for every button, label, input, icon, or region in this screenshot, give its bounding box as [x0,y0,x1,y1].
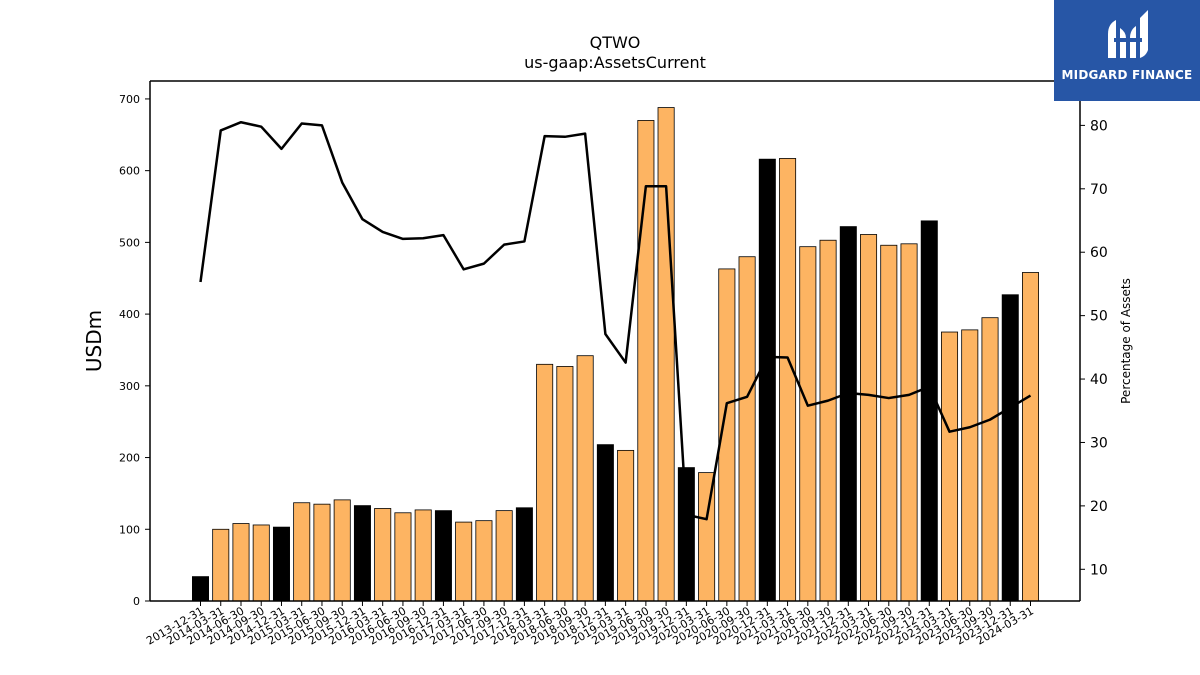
bar [1001,294,1019,602]
bar [232,523,250,602]
y2-tick-label: 20 [1090,499,1108,515]
bar [779,158,797,602]
plot-area: 0100200300400500600700102030405060708020… [119,80,1108,648]
bar [961,329,979,602]
bar [981,317,999,602]
bar [677,467,695,602]
bar [313,503,331,602]
bar [556,366,574,602]
y-tick-label: 500 [119,236,140,249]
bar [819,239,837,602]
y-tick-label: 400 [119,308,140,321]
bar [293,502,311,602]
bar [495,510,513,602]
bar [1022,272,1040,602]
bar [353,505,371,602]
bar [333,499,351,602]
bar [657,107,675,602]
bar [434,510,452,602]
y-tick-label: 300 [119,380,140,393]
y-tick-label: 0 [133,595,140,608]
bar [758,158,776,602]
bar [455,521,473,602]
y2-axis-label: Percentage of Assets [1119,278,1133,404]
midgard-logo-icon [1108,10,1148,58]
y2-tick-label: 60 [1090,245,1108,261]
y-tick-label: 200 [119,452,140,465]
y2-tick-label: 50 [1090,309,1108,325]
bar [920,220,938,602]
y2-tick-label: 30 [1090,435,1108,451]
line-series [199,120,1032,521]
brand-logo: MIDGARD FINANCE [1054,0,1200,101]
chart-title: QTWO [590,33,641,52]
bar [839,226,857,602]
bar [617,449,635,602]
bar [860,234,878,602]
bar [475,520,493,602]
bar [596,444,614,602]
bar [394,512,412,602]
bar [191,576,209,602]
y2-tick-label: 10 [1090,562,1108,578]
logo-text: MIDGARD FINANCE [1061,68,1193,82]
bar [414,509,432,602]
bar [738,256,756,602]
y2-tick-label: 70 [1090,182,1108,198]
bar [374,508,392,602]
bar [212,528,230,602]
y2-tick-label: 40 [1090,372,1108,388]
y2-tick-label: 80 [1090,118,1108,134]
bar [272,526,290,602]
y-tick-label: 700 [119,93,140,106]
bar [900,243,918,602]
bar [799,246,817,602]
bar [576,355,594,602]
bar [536,363,554,602]
chart-subtitle: us-gaap:AssetsCurrent [524,53,706,72]
bar [515,507,533,602]
y-tick-label: 600 [119,165,140,178]
bar [880,244,898,602]
bar [252,524,270,602]
bar [941,331,959,602]
y-axis-label: USDm [82,310,106,372]
y-tick-label: 100 [119,523,140,536]
